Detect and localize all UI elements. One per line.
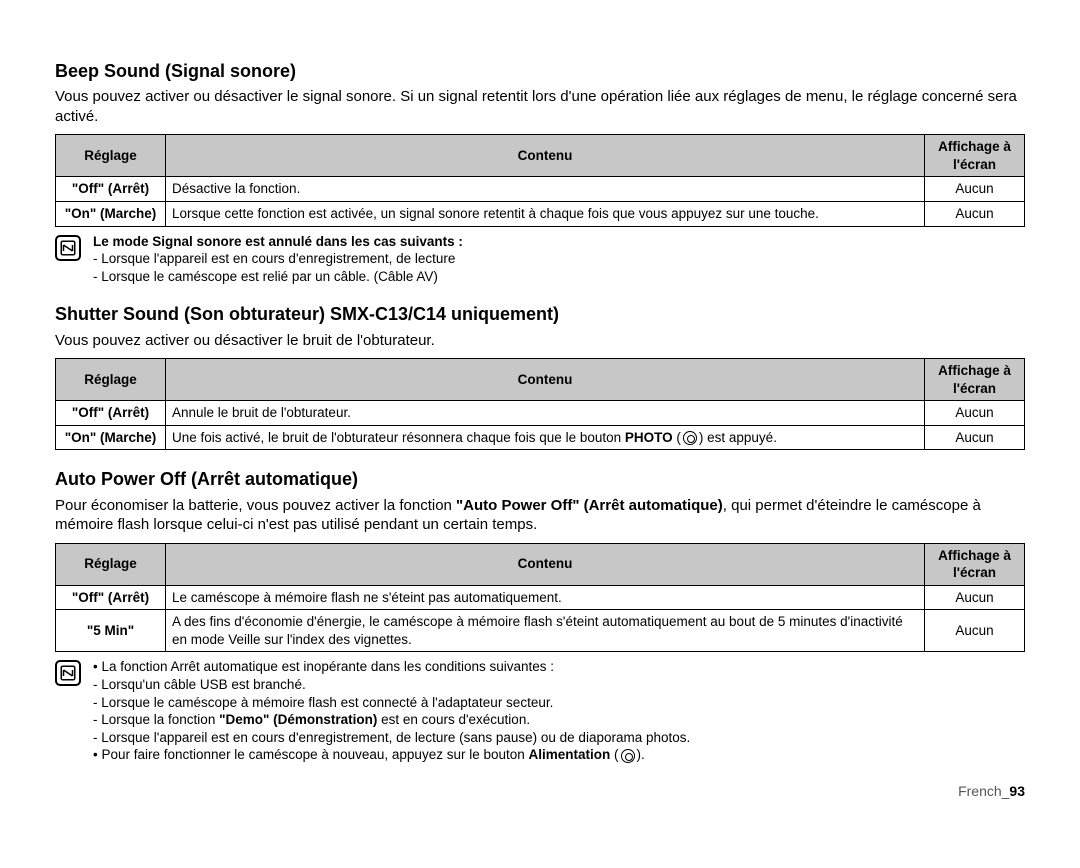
- section-title: Auto Power Off (Arrêt automatique): [55, 468, 1025, 491]
- table-row: "On" (Marche) Une fois activé, le bruit …: [56, 425, 1025, 450]
- section-shutter: Shutter Sound (Son obturateur) SMX-C13/C…: [55, 303, 1025, 450]
- th-content: Contenu: [166, 359, 925, 401]
- note-title: Le mode Signal sonore est annulé dans le…: [93, 233, 1025, 251]
- section-beep: Beep Sound (Signal sonore) Vous pouvez a…: [55, 60, 1025, 285]
- note-autopower: La fonction Arrêt automatique est inopér…: [55, 658, 1025, 763]
- th-setting: Réglage: [56, 543, 166, 585]
- cell-content: A des fins d'économie d'énergie, le camé…: [166, 610, 925, 652]
- cell-display: Aucun: [925, 177, 1025, 202]
- photo-button-icon: [683, 431, 697, 445]
- th-content: Contenu: [166, 543, 925, 585]
- note-item: Lorsque l'appareil est en cours d'enregi…: [93, 250, 1025, 268]
- table-row: "Off" (Arrêt) Annule le bruit de l'obtur…: [56, 401, 1025, 426]
- section-desc: Vous pouvez activer ou désactiver le sig…: [55, 87, 1025, 126]
- table-row: "5 Min" A des fins d'économie d'énergie,…: [56, 610, 1025, 652]
- cell-content: Une fois activé, le bruit de l'obturateu…: [166, 425, 925, 450]
- note-icon: [55, 235, 81, 261]
- cell-setting: "Off" (Arrêt): [56, 585, 166, 610]
- cell-setting: "Off" (Arrêt): [56, 401, 166, 426]
- cell-display: Aucun: [925, 202, 1025, 227]
- section-desc: Vous pouvez activer ou désactiver le bru…: [55, 331, 1025, 351]
- th-setting: Réglage: [56, 359, 166, 401]
- note-beep: Le mode Signal sonore est annulé dans le…: [55, 233, 1025, 286]
- table-row: "Off" (Arrêt) Désactive la fonction. Auc…: [56, 177, 1025, 202]
- text: Lorsque la fonction: [101, 712, 219, 727]
- cell-display: Aucun: [925, 401, 1025, 426]
- footer-prefix: French_: [958, 783, 1009, 799]
- text-bold: Alimentation: [529, 747, 611, 762]
- cell-setting: "5 Min": [56, 610, 166, 652]
- note-body: Le mode Signal sonore est annulé dans le…: [93, 233, 1025, 286]
- note-item: Lorsque le caméscope est relié par un câ…: [93, 268, 1025, 286]
- th-display: Affichage à l'écran: [925, 543, 1025, 585]
- cell-content: Le caméscope à mémoire flash ne s'éteint…: [166, 585, 925, 610]
- note-item: Lorsqu'un câble USB est branché.: [93, 676, 1025, 694]
- page-footer: French_93: [55, 782, 1025, 800]
- note-item: Lorsque le caméscope à mémoire flash est…: [93, 694, 1025, 712]
- cell-content: Lorsque cette fonction est activée, un s…: [166, 202, 925, 227]
- note-icon: [55, 660, 81, 686]
- text: est en cours d'exécution.: [377, 712, 530, 727]
- text: Pour économiser la batterie, vous pouvez…: [55, 497, 456, 514]
- text: est appuyé.: [703, 430, 777, 445]
- settings-table-beep: Réglage Contenu Affichage à l'écran "Off…: [55, 134, 1025, 226]
- cell-display: Aucun: [925, 425, 1025, 450]
- cell-display: Aucun: [925, 585, 1025, 610]
- text: Une fois activé, le bruit de l'obturateu…: [172, 430, 625, 445]
- section-title: Shutter Sound (Son obturateur) SMX-C13/C…: [55, 303, 1025, 326]
- text-bold: "Demo" (Démonstration): [219, 712, 377, 727]
- cell-display: Aucun: [925, 610, 1025, 652]
- note-bullet: La fonction Arrêt automatique est inopér…: [93, 658, 1025, 746]
- th-display: Affichage à l'écran: [925, 135, 1025, 177]
- cell-setting: "On" (Marche): [56, 425, 166, 450]
- cell-setting: "Off" (Arrêt): [56, 177, 166, 202]
- cell-setting: "On" (Marche): [56, 202, 166, 227]
- th-content: Contenu: [166, 135, 925, 177]
- page-number: 93: [1009, 783, 1025, 799]
- text-bold: PHOTO: [625, 430, 673, 445]
- table-row: "Off" (Arrêt) Le caméscope à mémoire fla…: [56, 585, 1025, 610]
- note-item: Lorsque la fonction "Demo" (Démonstratio…: [93, 711, 1025, 729]
- th-display: Affichage à l'écran: [925, 359, 1025, 401]
- note-body: La fonction Arrêt automatique est inopér…: [93, 658, 1025, 763]
- cell-content: Désactive la fonction.: [166, 177, 925, 202]
- th-setting: Réglage: [56, 135, 166, 177]
- cell-content: Annule le bruit de l'obturateur.: [166, 401, 925, 426]
- section-title: Beep Sound (Signal sonore): [55, 60, 1025, 83]
- power-button-icon: [621, 749, 635, 763]
- text: La fonction Arrêt automatique est inopér…: [101, 659, 554, 674]
- settings-table-shutter: Réglage Contenu Affichage à l'écran "Off…: [55, 358, 1025, 450]
- note-bullet: Pour faire fonctionner le caméscope à no…: [93, 746, 1025, 764]
- text-bold: "Auto Power Off" (Arrêt automatique): [456, 497, 723, 514]
- table-row: "On" (Marche) Lorsque cette fonction est…: [56, 202, 1025, 227]
- section-desc: Pour économiser la batterie, vous pouvez…: [55, 496, 1025, 535]
- note-item: Lorsque l'appareil est en cours d'enregi…: [93, 729, 1025, 747]
- settings-table-autopower: Réglage Contenu Affichage à l'écran "Off…: [55, 543, 1025, 653]
- text: Pour faire fonctionner le caméscope à no…: [101, 747, 528, 762]
- section-autopower: Auto Power Off (Arrêt automatique) Pour …: [55, 468, 1025, 763]
